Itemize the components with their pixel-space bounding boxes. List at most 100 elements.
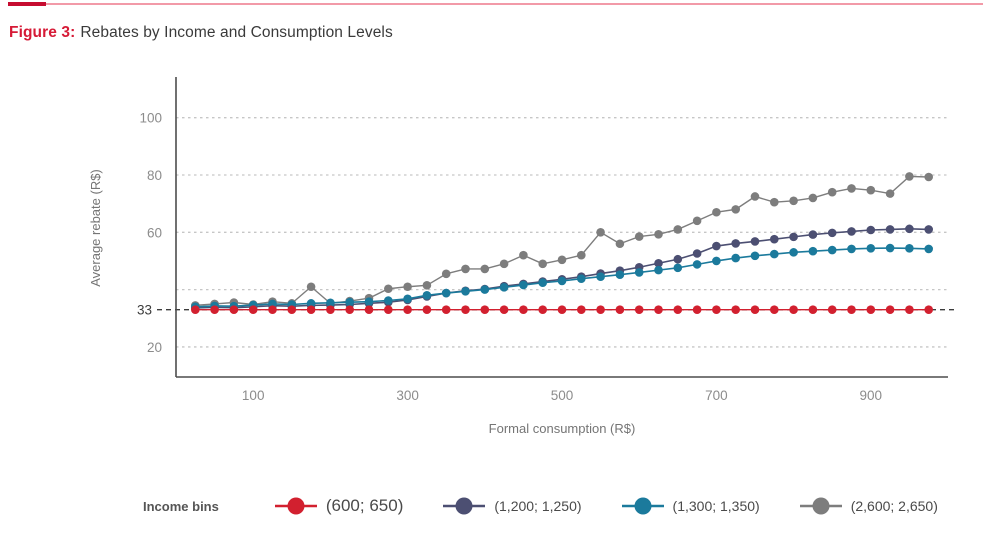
data-point bbox=[634, 268, 644, 277]
series-line bbox=[195, 228, 929, 309]
x-axis-title: Formal consumption (R$) bbox=[489, 421, 636, 436]
legend-item: (2,600; 2,650) bbox=[799, 496, 938, 516]
data-point bbox=[885, 305, 895, 314]
data-point bbox=[866, 244, 876, 253]
data-point bbox=[885, 243, 895, 253]
legend: Income bins (600; 650) (1,200; 1,250) (1,3… bbox=[143, 496, 989, 516]
data-point bbox=[905, 244, 914, 253]
data-point bbox=[789, 196, 798, 206]
x-tick-label-700: 700 bbox=[705, 388, 728, 403]
data-point bbox=[654, 305, 663, 314]
legend-item: (1,300; 1,350) bbox=[621, 496, 760, 516]
legend-marker-icon bbox=[443, 497, 486, 515]
series-(600; 650) bbox=[191, 305, 933, 314]
data-point bbox=[538, 305, 547, 314]
y-axis-title: Average rebate (R$) bbox=[88, 169, 103, 287]
legend-marker-icon bbox=[799, 497, 842, 515]
data-point bbox=[789, 232, 798, 242]
x-tick-label-100: 100 bbox=[242, 388, 265, 403]
data-point bbox=[461, 287, 470, 296]
data-point bbox=[827, 305, 837, 314]
legend-label: (600; 650) bbox=[325, 496, 404, 515]
data-point bbox=[384, 284, 393, 294]
data-point bbox=[673, 305, 683, 314]
data-point bbox=[268, 305, 277, 314]
data-point bbox=[345, 305, 355, 314]
data-point bbox=[731, 205, 740, 214]
legend-marker-icon bbox=[621, 497, 664, 515]
data-point bbox=[789, 305, 798, 314]
y-tick-label-20: 20 bbox=[147, 340, 162, 355]
data-point bbox=[847, 227, 856, 236]
figure-label: Figure 3: bbox=[9, 24, 76, 41]
data-point bbox=[673, 254, 683, 264]
data-point bbox=[384, 305, 393, 314]
data-point bbox=[403, 294, 412, 304]
data-point bbox=[596, 272, 605, 282]
data-point bbox=[692, 260, 702, 269]
series-(1,300; 1,350) bbox=[191, 243, 933, 312]
top-rule-thin-line bbox=[8, 3, 983, 5]
data-point bbox=[403, 305, 412, 314]
figure-page: Figure 3: Rebates by Income and Consumpti… bbox=[0, 2, 989, 516]
data-point bbox=[808, 193, 818, 203]
data-point bbox=[731, 253, 740, 263]
data-point bbox=[866, 305, 876, 314]
data-point bbox=[673, 225, 683, 234]
data-point bbox=[827, 187, 837, 197]
data-point bbox=[885, 225, 895, 234]
data-point bbox=[750, 192, 760, 201]
legend-label: (1,200; 1,250) bbox=[494, 498, 582, 514]
data-point bbox=[750, 237, 760, 246]
data-point bbox=[210, 305, 219, 314]
data-point bbox=[866, 185, 876, 195]
data-point bbox=[229, 305, 239, 314]
data-point bbox=[461, 305, 470, 314]
data-point bbox=[441, 269, 451, 279]
data-point bbox=[712, 207, 721, 217]
data-point bbox=[538, 278, 547, 288]
data-point bbox=[808, 305, 818, 314]
data-point bbox=[480, 305, 490, 314]
data-point bbox=[519, 250, 528, 260]
data-point bbox=[731, 305, 740, 314]
data-point bbox=[403, 282, 412, 292]
data-point bbox=[287, 305, 297, 314]
data-point bbox=[847, 305, 856, 314]
data-point bbox=[519, 280, 528, 290]
legend-label: (2,600; 2,650) bbox=[850, 498, 938, 514]
data-point bbox=[441, 288, 451, 298]
x-tick-label-500: 500 bbox=[551, 388, 574, 403]
data-point bbox=[596, 227, 605, 237]
data-point bbox=[326, 298, 335, 308]
data-point bbox=[422, 281, 432, 290]
data-point bbox=[422, 305, 432, 314]
data-point bbox=[615, 305, 625, 314]
data-point bbox=[731, 239, 740, 248]
data-point bbox=[692, 216, 702, 226]
data-point bbox=[827, 245, 837, 255]
data-point bbox=[306, 299, 316, 308]
data-point bbox=[191, 305, 200, 314]
data-point bbox=[345, 297, 355, 307]
data-point bbox=[905, 224, 914, 234]
data-point bbox=[808, 246, 818, 256]
series-(1,200; 1,250) bbox=[191, 224, 933, 313]
chart-canvas: 100 80 60 20 33 100 300 500 700 900 Average rebate… bbox=[88, 77, 957, 436]
data-point bbox=[441, 305, 451, 314]
data-point bbox=[808, 230, 818, 239]
data-point bbox=[847, 184, 856, 193]
data-point bbox=[499, 259, 509, 269]
data-point bbox=[789, 248, 798, 257]
y-tick-label-80: 80 bbox=[147, 168, 162, 183]
series-line bbox=[195, 175, 929, 307]
data-point bbox=[634, 232, 644, 241]
x-tick-label-900: 900 bbox=[860, 388, 883, 403]
data-point bbox=[654, 258, 663, 268]
data-point bbox=[827, 228, 837, 238]
data-point bbox=[924, 305, 933, 314]
data-point bbox=[712, 241, 721, 251]
data-point bbox=[905, 305, 914, 314]
data-point bbox=[924, 172, 933, 182]
data-point bbox=[673, 263, 683, 273]
